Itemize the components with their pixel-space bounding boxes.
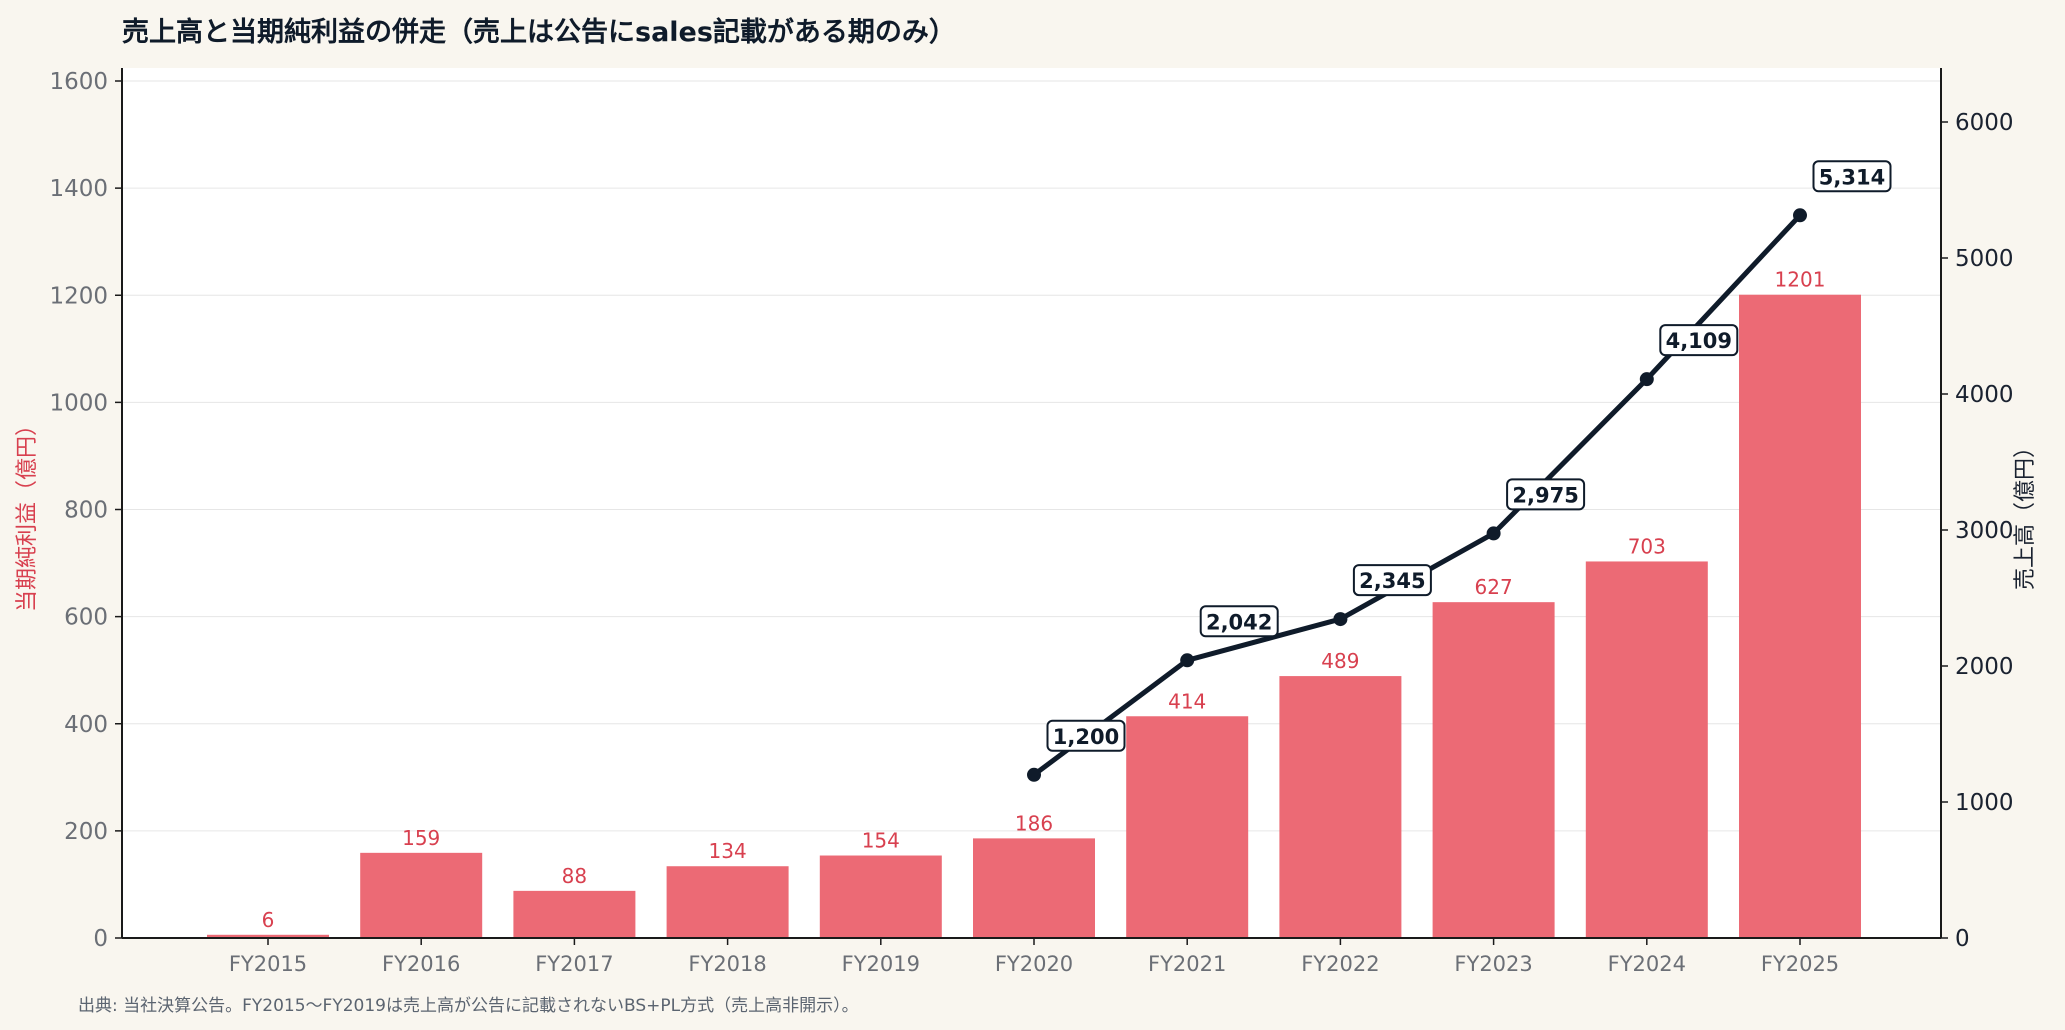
tick-label-left-1400: 1400	[49, 176, 108, 202]
bar-label-FY2020: 186	[1015, 811, 1053, 835]
sales-point-FY2020	[1027, 767, 1041, 782]
bar-FY2020	[973, 838, 1095, 938]
sales-label-FY2023: 2,975	[1512, 483, 1578, 507]
bar-label-FY2021: 414	[1168, 689, 1206, 713]
tick-label-left-1200: 1200	[49, 283, 108, 309]
bar-label-FY2019: 154	[862, 829, 900, 853]
bar-FY2017	[513, 890, 636, 938]
sales-label-box-FY2020	[1046, 719, 1126, 752]
tick-label-left-800: 800	[64, 498, 108, 524]
tick-label-right-3000: 3000	[1955, 518, 2014, 544]
bar-label-FY2016: 159	[402, 826, 440, 850]
sales-point-FY2022	[1333, 612, 1348, 627]
bars-net-income	[207, 294, 1861, 939]
tick-label-left-600: 600	[64, 605, 108, 631]
bar-label-FY2025: 1201	[1775, 268, 1826, 292]
tick-label-left-1000: 1000	[49, 390, 108, 416]
tick-label-right-4000: 4000	[1955, 382, 2014, 408]
sales-label-FY2021: 2,042	[1206, 610, 1272, 634]
tick-label-x-FY2024: FY2024	[1608, 952, 1686, 976]
axes	[121, 68, 1942, 939]
ticks-right: 0 1000 2000 3000 4000 5000 6000	[1941, 110, 2014, 952]
bar-label-FY2024: 703	[1628, 534, 1666, 558]
bar-FY2021	[1126, 716, 1249, 938]
bar-label-FY2017: 88	[562, 864, 587, 888]
sales-point-FY2024	[1639, 372, 1654, 387]
tick-label-x-FY2018: FY2018	[688, 952, 766, 976]
tick-label-right-2000: 2000	[1955, 654, 2014, 680]
tick-label-x-FY2015: FY2015	[229, 952, 307, 976]
tick-label-right-6000: 6000	[1955, 110, 2014, 136]
sales-label-box-FY2023	[1506, 478, 1586, 511]
tick-label-x-FY2019: FY2019	[842, 952, 920, 976]
ticks-x: FY2015 FY2016 FY2017 FY2018 FY2019 FY2020 FY20…	[229, 938, 1839, 976]
tick-label-x-FY2025: FY2025	[1761, 952, 1839, 976]
ticks-left: 0 200 400 600 800 1000 1200 1400 1600	[49, 69, 122, 952]
tick-label-x-FY2017: FY2017	[535, 952, 613, 976]
line-series-sales: 1,200 2,042 2,345 2,975 4,109 5,314	[1027, 160, 1892, 782]
tick-label-right-5000: 5000	[1955, 246, 2014, 272]
sales-label-FY2025: 5,314	[1819, 165, 1885, 189]
bar-FY2024	[1585, 561, 1708, 938]
sales-label-box-FY2022	[1352, 564, 1432, 597]
bar-FY2018	[666, 866, 789, 938]
sales-point-FY2025	[1793, 208, 1807, 223]
tick-label-x-FY2022: FY2022	[1301, 952, 1379, 976]
y-axis-title-right: 売上高（億円）	[2013, 436, 2038, 590]
sales-label-box-FY2021	[1199, 605, 1279, 638]
bar-label-FY2015: 6	[262, 908, 275, 932]
y-axis-title-left: 当期純利益（億円）	[15, 414, 40, 612]
tick-label-left-1600: 1600	[49, 69, 108, 95]
sales-label-FY2024: 4,109	[1666, 329, 1732, 353]
tick-label-x-FY2016: FY2016	[382, 952, 460, 976]
source-note: 出典: 当社決算公告。FY2015〜FY2019は売上高が公告に記載されないBS…	[78, 996, 859, 1016]
tick-label-right-0: 0	[1955, 926, 1970, 952]
grid-lines	[122, 80, 1941, 832]
sales-label-box-FY2024	[1659, 324, 1739, 357]
tick-label-x-FY2020: FY2020	[995, 952, 1073, 976]
bar-FY2025	[1739, 294, 1861, 939]
tick-label-x-FY2023: FY2023	[1454, 952, 1532, 976]
bar-label-FY2022: 489	[1321, 649, 1359, 673]
sales-point-FY2023	[1486, 526, 1501, 541]
tick-label-left-200: 200	[64, 819, 108, 845]
bar-FY2022	[1279, 676, 1402, 938]
sales-point-FY2021	[1180, 653, 1195, 668]
bar-FY2016	[360, 852, 483, 938]
bar-label-FY2023: 627	[1475, 575, 1513, 599]
bar-FY2019	[819, 855, 942, 938]
tick-label-right-1000: 1000	[1955, 790, 2014, 816]
bar-label-FY2018: 134	[709, 839, 747, 863]
chart-title: 売上高と当期純利益の併走（売上は公告にsales記載がある期のみ）	[122, 17, 956, 48]
sales-label-FY2022: 2,345	[1359, 569, 1425, 593]
sales-label-FY2020: 1,200	[1053, 725, 1119, 749]
tick-label-x-FY2021: FY2021	[1148, 952, 1226, 976]
tick-label-left-0: 0	[93, 926, 108, 952]
sales-label-box-FY2025	[1812, 160, 1892, 193]
bar-FY2015	[207, 934, 329, 938]
bar-FY2023	[1432, 602, 1555, 938]
bar-labels: 6 159 88 134 154 186 414 489 627 703 1201	[262, 268, 1826, 932]
tick-label-left-400: 400	[64, 712, 108, 738]
